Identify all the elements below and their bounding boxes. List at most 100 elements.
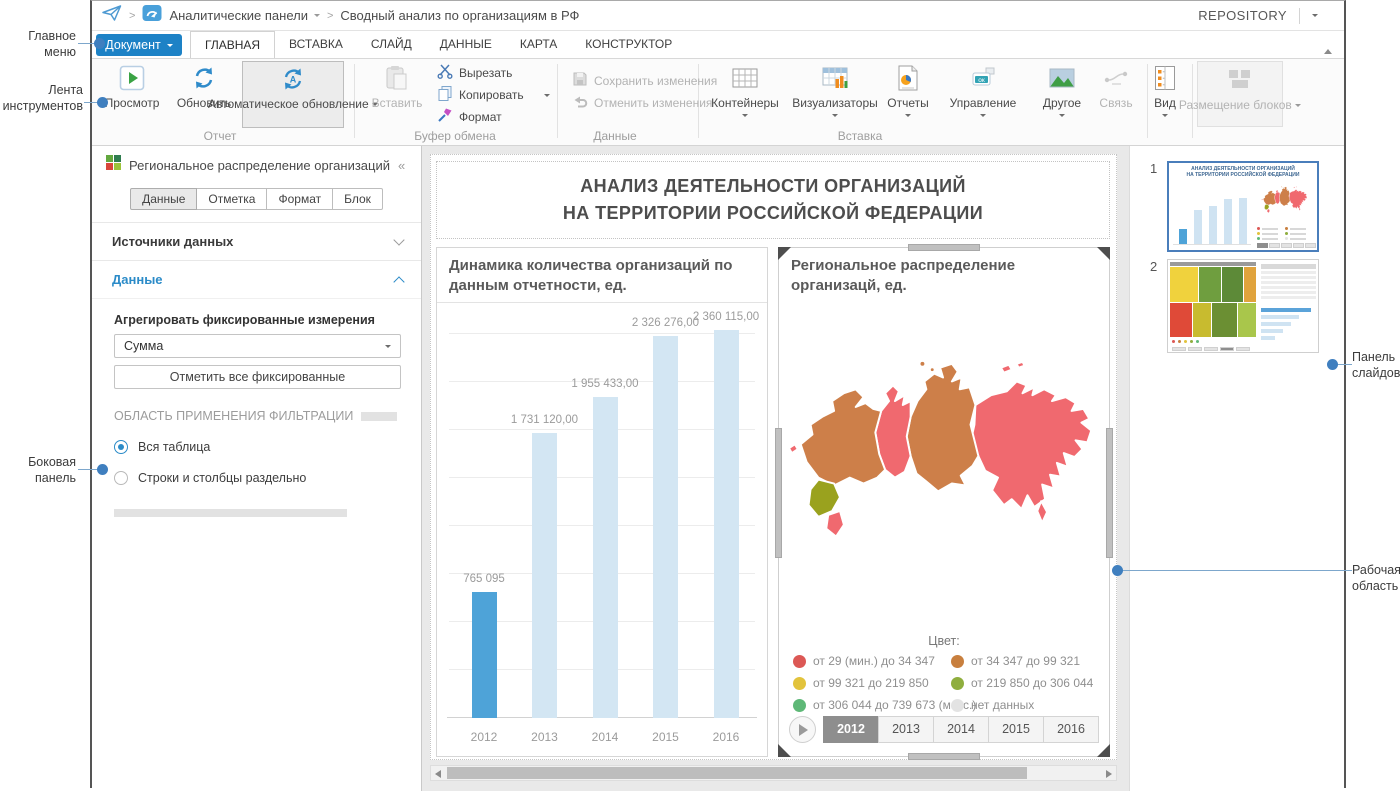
auto-refresh-button[interactable]: A Автоматическое обновление	[208, 61, 378, 128]
annotation-dot	[1112, 565, 1123, 576]
bar-chart-block[interactable]: Динамика количества организаций по данны…	[436, 247, 768, 757]
year-button-2014[interactable]: 2014	[933, 716, 989, 743]
preview-button[interactable]: Просмотр	[100, 63, 164, 110]
save-changes-button: Сохранить изменения	[572, 71, 717, 91]
breadcrumb-separator: >	[129, 9, 136, 22]
bar-chart-title: Динамика количества организаций по данны…	[437, 248, 767, 303]
annotation-ribbon: Лента инструментов	[2, 83, 83, 113]
slide-thumbnail-2[interactable]	[1167, 259, 1319, 353]
resize-handle-right[interactable]	[1106, 428, 1113, 558]
slide-title-block[interactable]: АНАЛИЗ ДЕЯТЕЛЬНОСТИ ОРГАНИЗАЦИЙ НА ТЕРРИ…	[436, 161, 1110, 239]
scroll-left-icon[interactable]	[435, 770, 441, 778]
thumb-legend-item	[1257, 232, 1285, 235]
bar-2016[interactable]	[713, 330, 739, 718]
resize-handle-bottom[interactable]	[908, 753, 980, 760]
map-title: Региональное распределение организацй, е…	[791, 257, 1016, 294]
repository-dropdown-icon[interactable]	[1312, 14, 1318, 17]
aggregate-select[interactable]: Сумма	[114, 334, 401, 358]
year-button-2013[interactable]: 2013	[878, 716, 934, 743]
app-logo-icon[interactable]	[142, 4, 162, 27]
menu-tab[interactable]: ГЛАВНАЯ	[190, 31, 276, 58]
year-button-2012[interactable]: 2012	[823, 716, 879, 743]
auto-refresh-icon: A	[279, 64, 307, 94]
slide-thumbnail-1[interactable]: АНАЛИЗ ДЕЯТЕЛЬНОСТИ ОРГАНИЗАЦИЙ НА ТЕРРИ…	[1167, 161, 1319, 252]
radio-rows-cols[interactable]: Строки и столбцы раздельно	[114, 471, 401, 485]
legend-label: от 99 321 до 219 850	[813, 676, 929, 690]
menu-tab[interactable]: КАРТА	[519, 37, 558, 51]
document-menu-button[interactable]: Документ	[96, 34, 182, 56]
format-button[interactable]: Формат	[437, 107, 502, 127]
sidebar-tab[interactable]: Формат	[267, 188, 334, 210]
thumb-bar	[1224, 199, 1232, 244]
horizontal-scrollbar[interactable]	[430, 765, 1117, 781]
other-button[interactable]: Другое	[1027, 63, 1097, 117]
year-button-2016[interactable]: 2016	[1043, 716, 1099, 743]
cut-button[interactable]: Вырезать	[437, 63, 512, 83]
containers-button[interactable]: Контейнеры	[705, 63, 785, 117]
bar-2012[interactable]	[471, 592, 497, 718]
radio-button-icon[interactable]	[114, 471, 128, 485]
bar-2013[interactable]	[532, 433, 557, 718]
menu-tab[interactable]: СЛАЙД	[370, 37, 412, 51]
section-data[interactable]: Данные	[92, 260, 421, 298]
work-area: АНАЛИЗ ДЕЯТЕЛЬНОСТИ ОРГАНИЗАЦИЙ НА ТЕРРИ…	[422, 146, 1129, 791]
play-years-button[interactable]	[789, 716, 816, 743]
breadcrumb-current[interactable]: Сводный анализ по организациям в РФ	[340, 8, 580, 23]
treemap-cell	[1193, 303, 1211, 337]
map-block[interactable]: Региональное распределение организацй, е…	[775, 244, 1113, 760]
sidebar-tab[interactable]: Данные	[130, 188, 198, 210]
divider	[1299, 7, 1300, 24]
repository-label[interactable]: REPOSITORY	[1198, 8, 1287, 23]
paste-button[interactable]: Вставить	[364, 63, 430, 110]
mark-all-fixed-button[interactable]: Отметить все фиксированные	[114, 365, 401, 389]
sidebar-tab[interactable]: Отметка	[197, 188, 268, 210]
copy-button[interactable]: Копировать	[437, 85, 550, 105]
breadcrumb-parent[interactable]: Аналитические панели	[169, 8, 308, 23]
breadcrumb-dropdown-icon[interactable]	[313, 14, 320, 17]
collapse-panel-icon[interactable]: «	[397, 157, 406, 173]
selection-corner	[1097, 247, 1110, 260]
section-data-sources[interactable]: Источники данных	[92, 222, 421, 260]
sidebar-tab[interactable]: Блок	[333, 188, 383, 210]
resize-handle-left[interactable]	[775, 428, 782, 558]
refresh-label: Обновить	[176, 96, 232, 110]
scroll-right-icon[interactable]	[1106, 770, 1112, 778]
visualizers-button[interactable]: Визуализаторы	[787, 63, 883, 117]
link-button: Связь	[1087, 63, 1145, 110]
document-menu-label: Документ	[105, 38, 161, 52]
thumb-legend-item	[1257, 237, 1285, 240]
year-selector: 2012 2013 2014 2015 2016	[789, 716, 1099, 743]
bar-2015[interactable]	[653, 336, 678, 718]
thumb-legend-bar	[1290, 227, 1306, 230]
menu-tab[interactable]: КОНСТРУКТОР	[585, 37, 673, 51]
thumb-legend-dot	[1178, 340, 1181, 343]
group-separator	[354, 64, 355, 138]
panel-scroll-strip[interactable]	[114, 509, 347, 517]
copy-dropdown-icon[interactable]	[543, 93, 550, 97]
reports-button[interactable]: Отчеты	[873, 63, 943, 117]
view-button[interactable]: Вид	[1140, 63, 1190, 117]
paper-plane-icon[interactable]	[102, 5, 122, 26]
x-axis-label: 2016	[712, 730, 740, 744]
radio-whole-table[interactable]: Вся таблица	[114, 440, 401, 454]
bar-2014[interactable]	[592, 397, 618, 718]
scrollbar-thumb[interactable]	[447, 767, 1027, 779]
link-label: Связь	[1099, 96, 1133, 110]
management-button[interactable]: ок Управление	[938, 63, 1028, 117]
collapse-ribbon-icon[interactable]	[1324, 41, 1332, 59]
refresh-button[interactable]: Обновить	[172, 63, 236, 110]
resize-handle-top[interactable]	[908, 244, 980, 251]
menu-tab[interactable]: ВСТАВКА	[289, 37, 343, 51]
thumb-year-button	[1293, 243, 1304, 248]
containers-label: Контейнеры	[711, 96, 779, 110]
treemap-cell	[1170, 267, 1198, 302]
radio-button-icon[interactable]	[114, 440, 128, 454]
year-button-2015[interactable]: 2015	[988, 716, 1044, 743]
menu-tab[interactable]: ДАННЫЕ	[439, 37, 492, 51]
thumb-bar	[1239, 198, 1247, 244]
annotation-dot	[1327, 359, 1338, 370]
legend-label: от 29 (мин.) до 34 347	[813, 654, 935, 668]
russia-map[interactable]	[783, 352, 1107, 617]
cut-label: Вырезать	[459, 66, 513, 80]
thumb-year-button	[1305, 243, 1316, 248]
